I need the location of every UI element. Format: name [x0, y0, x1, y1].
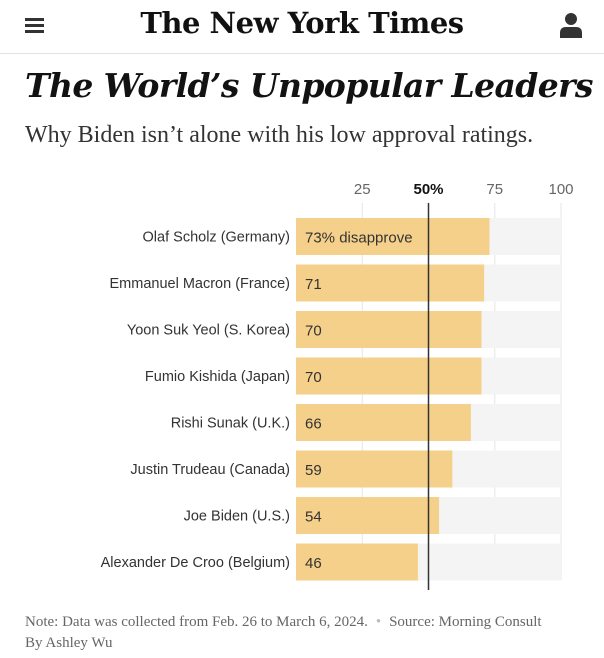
value-label: 46 — [305, 555, 322, 572]
value-label: 59 — [305, 462, 322, 479]
x-tick-label: 100 — [548, 181, 573, 198]
user-account-icon[interactable] — [560, 12, 582, 38]
disapproval-bar — [296, 218, 490, 255]
x-tick-label: 50% — [413, 181, 443, 198]
disapproval-bar — [296, 357, 482, 395]
article-headline: The World’s Unpopular Leaders — [25, 66, 594, 105]
disapproval-bar — [296, 404, 471, 441]
disapproval-bar — [296, 497, 440, 534]
value-label: 54 — [305, 509, 322, 526]
disapproval-bar — [296, 450, 453, 488]
leader-label: Justin Trudeau (Canada) — [130, 462, 290, 478]
disapproval-bar — [296, 264, 485, 302]
article-subhead: Why Biden isn’t alone with his low appro… — [25, 122, 534, 148]
leader-label: Alexander De Croo (Belgium) — [101, 555, 290, 571]
leader-label: Joe Biden (U.S.) — [184, 509, 290, 525]
masthead-logo[interactable]: The New York Times — [140, 6, 464, 40]
top-bar: The New York Times — [0, 0, 604, 54]
leader-label: Rishi Sunak (U.K.) — [171, 416, 290, 432]
disapproval-bar — [296, 311, 482, 348]
leader-label: Yoon Suk Yeol (S. Korea) — [127, 323, 290, 339]
disapproval-bar-chart: 25 50% 75 100 Olaf Scholz (Germany) 73% disap… — [101, 181, 574, 590]
source-credit: Source: Morning Consult — [389, 614, 542, 630]
hamburger-menu-icon[interactable] — [25, 18, 44, 33]
x-tick-label: 25 — [354, 181, 371, 198]
leader-label: Olaf Scholz (Germany) — [143, 230, 290, 246]
value-label: 66 — [305, 416, 322, 433]
x-tick-label: 75 — [486, 181, 503, 198]
byline: By Ashley Wu — [25, 635, 113, 651]
chart-footnote: Note: Data was collected from Feb. 26 to… — [25, 612, 585, 654]
value-label: 71 — [305, 276, 322, 293]
separator-dot: • — [375, 614, 382, 630]
value-label: 73% disapprove — [305, 230, 413, 247]
leader-label: Fumio Kishida (Japan) — [145, 369, 290, 385]
leader-label: Emmanuel Macron (France) — [110, 276, 291, 292]
data-note: Note: Data was collected from Feb. 26 to… — [25, 614, 368, 630]
value-label: 70 — [305, 369, 322, 386]
disapproval-bar — [296, 543, 418, 581]
value-label: 70 — [305, 323, 322, 340]
